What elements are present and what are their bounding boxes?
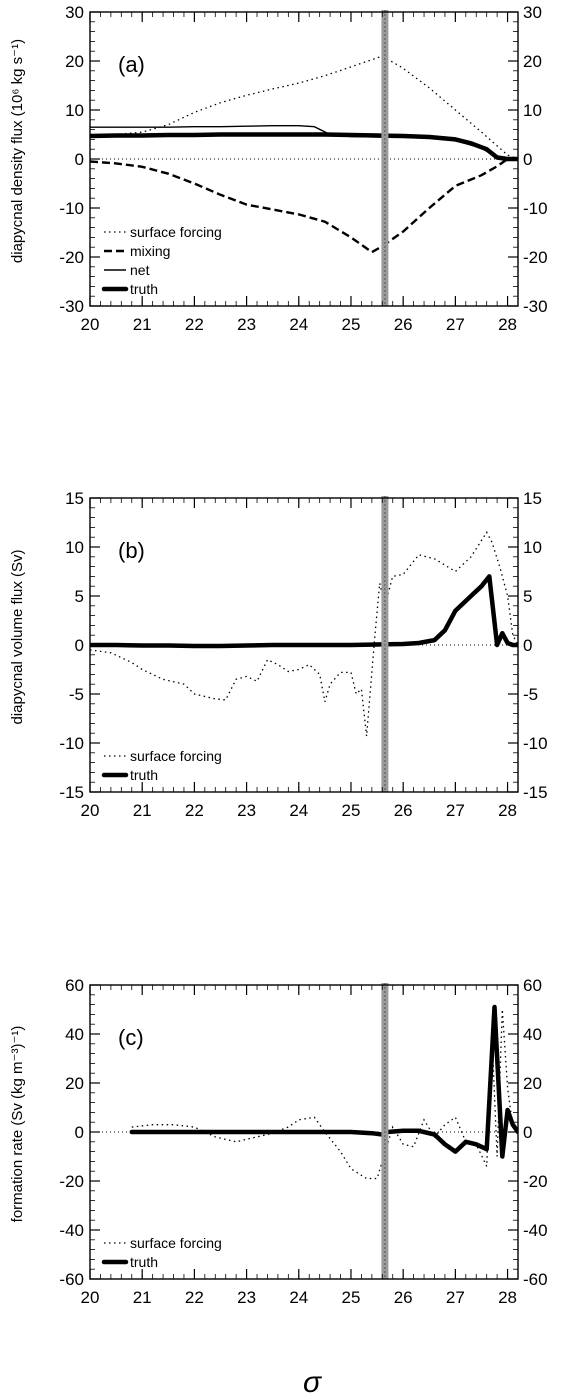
y-tick-label-right: 5 — [523, 587, 532, 606]
legend-label: surface forcing — [130, 224, 222, 240]
x-tick-label: 25 — [342, 315, 361, 334]
x-tick-label: 28 — [498, 1288, 517, 1307]
x-tick-label: 23 — [237, 315, 256, 334]
y-tick-label-left: -60 — [59, 1270, 84, 1289]
series-line-truth — [129, 1004, 518, 1159]
y-tick-label-left: -10 — [59, 199, 84, 218]
y-tick-label-left: 60 — [65, 976, 84, 995]
x-tick-label: 27 — [446, 801, 465, 820]
x-tick-label: 25 — [342, 801, 361, 820]
y-tick-label-left: -30 — [59, 297, 84, 316]
x-tick-label: 21 — [133, 801, 152, 820]
series-line-truth — [90, 132, 518, 162]
panel-label: (b) — [118, 538, 145, 563]
x-tick-label: 20 — [81, 315, 100, 334]
y-tick-label-left: 0 — [75, 636, 84, 655]
series-line-surface-forcing — [90, 531, 518, 737]
x-tick-label: 23 — [237, 1288, 256, 1307]
y-tick-label-right: 40 — [523, 1025, 542, 1044]
y-axis-label: diapycnal density flux (10⁶ kg s⁻¹) — [9, 39, 26, 263]
panel-b: 20 21 22 23 24 25 26 27 28 -15 -15 -10 -10 -5 -5 0 0 5 5 10… — [9, 489, 548, 820]
legend-label: surface forcing — [130, 748, 222, 764]
y-tick-label-right: -40 — [523, 1221, 548, 1240]
legend-label: surface forcing — [130, 1235, 222, 1251]
y-tick-label-right: 30 — [523, 3, 542, 22]
x-tick-label: 28 — [498, 801, 517, 820]
legend-label: truth — [130, 1254, 158, 1270]
y-tick-label-right: 20 — [523, 52, 542, 71]
panel-label: (c) — [118, 1025, 144, 1050]
y-tick-label-left: 30 — [65, 3, 84, 22]
y-tick-label-left: 0 — [75, 150, 84, 169]
x-tick-label: 22 — [185, 315, 204, 334]
y-tick-label-left: 15 — [65, 489, 84, 508]
y-tick-label-left: 10 — [65, 101, 84, 120]
x-tick-label: 21 — [133, 1288, 152, 1307]
y-tick-label-left: 20 — [65, 1074, 84, 1093]
legend-label: truth — [130, 281, 158, 297]
y-tick-label-left: -15 — [59, 783, 84, 802]
x-tick-label: 26 — [394, 801, 413, 820]
series-line-mixing — [90, 157, 518, 254]
x-tick-label: 22 — [185, 1288, 204, 1307]
y-tick-label-right: -20 — [523, 248, 548, 267]
y-tick-label-right: 0 — [523, 636, 532, 655]
series-line-surface-forcing — [131, 1009, 518, 1180]
legend-label: mixing — [130, 243, 170, 259]
y-tick-label-right: 0 — [523, 1123, 532, 1142]
y-axis-label: formation rate (Sv (kg m⁻³)⁻¹) — [9, 1026, 26, 1223]
y-tick-label-right: 15 — [523, 489, 542, 508]
y-tick-label-right: -60 — [523, 1270, 548, 1289]
x-tick-label: 24 — [289, 315, 308, 334]
x-tick-label: 20 — [81, 801, 100, 820]
y-tick-label-left: 5 — [75, 587, 84, 606]
y-tick-label-right: -30 — [523, 297, 548, 316]
y-tick-label-right: 10 — [523, 538, 542, 557]
x-tick-label: 26 — [394, 1288, 413, 1307]
x-tick-label: 26 — [394, 315, 413, 334]
x-tick-label: 21 — [133, 315, 152, 334]
y-tick-label-right: -10 — [523, 734, 548, 753]
panel-c: 20 21 22 23 24 25 26 27 28 -60 -60 -40 -40 -20 -20 0 0 20… — [9, 976, 548, 1307]
y-tick-label-right: -5 — [523, 685, 538, 704]
sigma-x-label: σ — [303, 1366, 323, 1399]
series-line-truth — [90, 574, 518, 649]
y-tick-label-left: -20 — [59, 248, 84, 267]
y-tick-label-right: -15 — [523, 783, 548, 802]
y-tick-label-left: 20 — [65, 52, 84, 71]
x-tick-label: 28 — [498, 315, 517, 334]
series-line-surface-forcing — [90, 55, 518, 160]
y-tick-label-right: 60 — [523, 976, 542, 995]
y-tick-label-left: -5 — [69, 685, 84, 704]
y-tick-label-left: -10 — [59, 734, 84, 753]
panel-a: 20 21 22 23 24 25 26 27 28 -30 -30 -20 -20 -10 -10 0 0 10… — [9, 3, 548, 334]
y-tick-label-right: -20 — [523, 1172, 548, 1191]
y-tick-label-right: -10 — [523, 199, 548, 218]
y-axis-label: diapycnal volume flux (Sv) — [9, 549, 26, 724]
y-tick-label-left: -40 — [59, 1221, 84, 1240]
y-tick-label-right: 20 — [523, 1074, 542, 1093]
y-tick-label-right: 10 — [523, 101, 542, 120]
x-tick-label: 24 — [289, 1288, 308, 1307]
x-tick-label: 25 — [342, 1288, 361, 1307]
x-tick-label: 24 — [289, 801, 308, 820]
x-tick-label: 20 — [81, 1288, 100, 1307]
x-tick-label: 23 — [237, 801, 256, 820]
y-tick-label-left: -20 — [59, 1172, 84, 1191]
series-line-net — [90, 124, 518, 160]
x-tick-label: 22 — [185, 801, 204, 820]
legend-label: truth — [130, 767, 158, 783]
legend-label: net — [130, 262, 150, 278]
y-tick-label-left: 40 — [65, 1025, 84, 1044]
y-tick-label-left: 0 — [75, 1123, 84, 1142]
panel-label: (a) — [118, 52, 145, 77]
y-tick-label-left: 10 — [65, 538, 84, 557]
x-tick-label: 27 — [446, 315, 465, 334]
x-tick-label: 27 — [446, 1288, 465, 1307]
y-tick-label-right: 0 — [523, 150, 532, 169]
